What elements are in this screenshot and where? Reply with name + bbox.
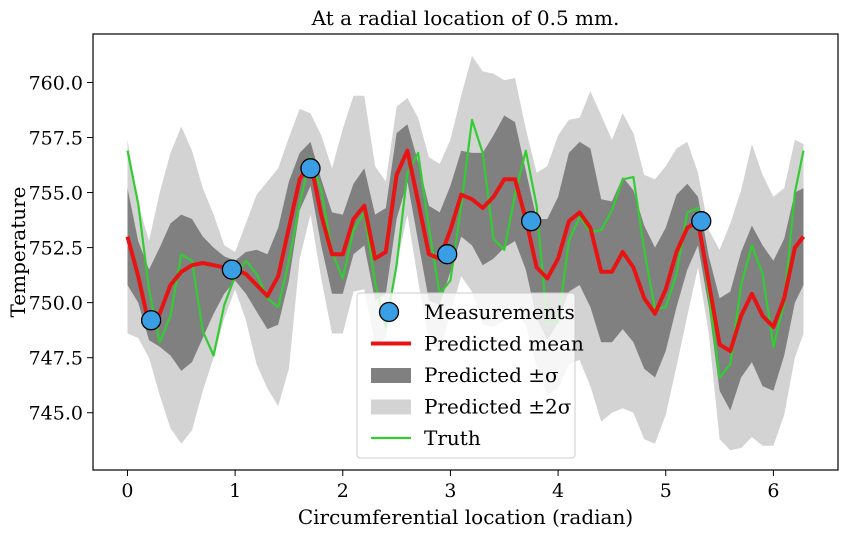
measurement-point [437, 244, 458, 265]
y-tick-label: 747.5 [29, 348, 83, 370]
y-axis-ticks: 745.0 747.5 750.0 752.5 755.0 757.5 760.0 [29, 72, 93, 425]
y-tick-label: 760.0 [29, 72, 83, 94]
legend-label: Measurements [424, 300, 575, 324]
legend-patch [371, 399, 411, 415]
y-tick-label: 752.5 [29, 238, 83, 260]
plot-frame [92, 33, 839, 471]
measurement-point [221, 259, 243, 280]
band-two-sigma [127, 56, 804, 451]
markers-layer [140, 158, 712, 331]
legend-box [356, 292, 576, 459]
legend-label: Truth [424, 426, 481, 450]
x-tick-label: 0 [121, 480, 133, 502]
legend-marker [378, 301, 400, 323]
legend-label: Predicted ±2σ [424, 395, 572, 419]
x-tick-label: 4 [552, 480, 564, 502]
measurement-point [300, 158, 321, 179]
x-tick-label: 2 [337, 480, 349, 502]
legend-patch [371, 368, 411, 383]
legend-label: Predicted mean [424, 332, 584, 356]
legend-label: Predicted ±σ [424, 363, 559, 387]
x-tick-label: 5 [660, 480, 672, 502]
x-tick-label: 6 [767, 480, 779, 502]
y-tick-label: 757.5 [29, 127, 83, 149]
legend: Measurements Predicted mean Predicted ±σ Pr… [356, 292, 584, 459]
x-tick-label: 3 [444, 480, 456, 502]
y-tick-label: 755.0 [29, 183, 83, 205]
y-tick-label: 745.0 [29, 403, 83, 425]
y-tick-label: 750.0 [29, 293, 83, 315]
y-axis-label: Temperature [6, 186, 30, 317]
x-axis-ticks: 0 1 2 3 4 5 6 [121, 470, 779, 502]
measurement-point [691, 211, 712, 232]
measurement-point [140, 310, 162, 331]
measurement-point [521, 211, 542, 232]
x-axis-label: Circumferential location (radian) [298, 505, 633, 529]
x-tick-label: 1 [229, 480, 241, 502]
chart-title: At a radial location of 0.5 mm. [311, 6, 620, 30]
